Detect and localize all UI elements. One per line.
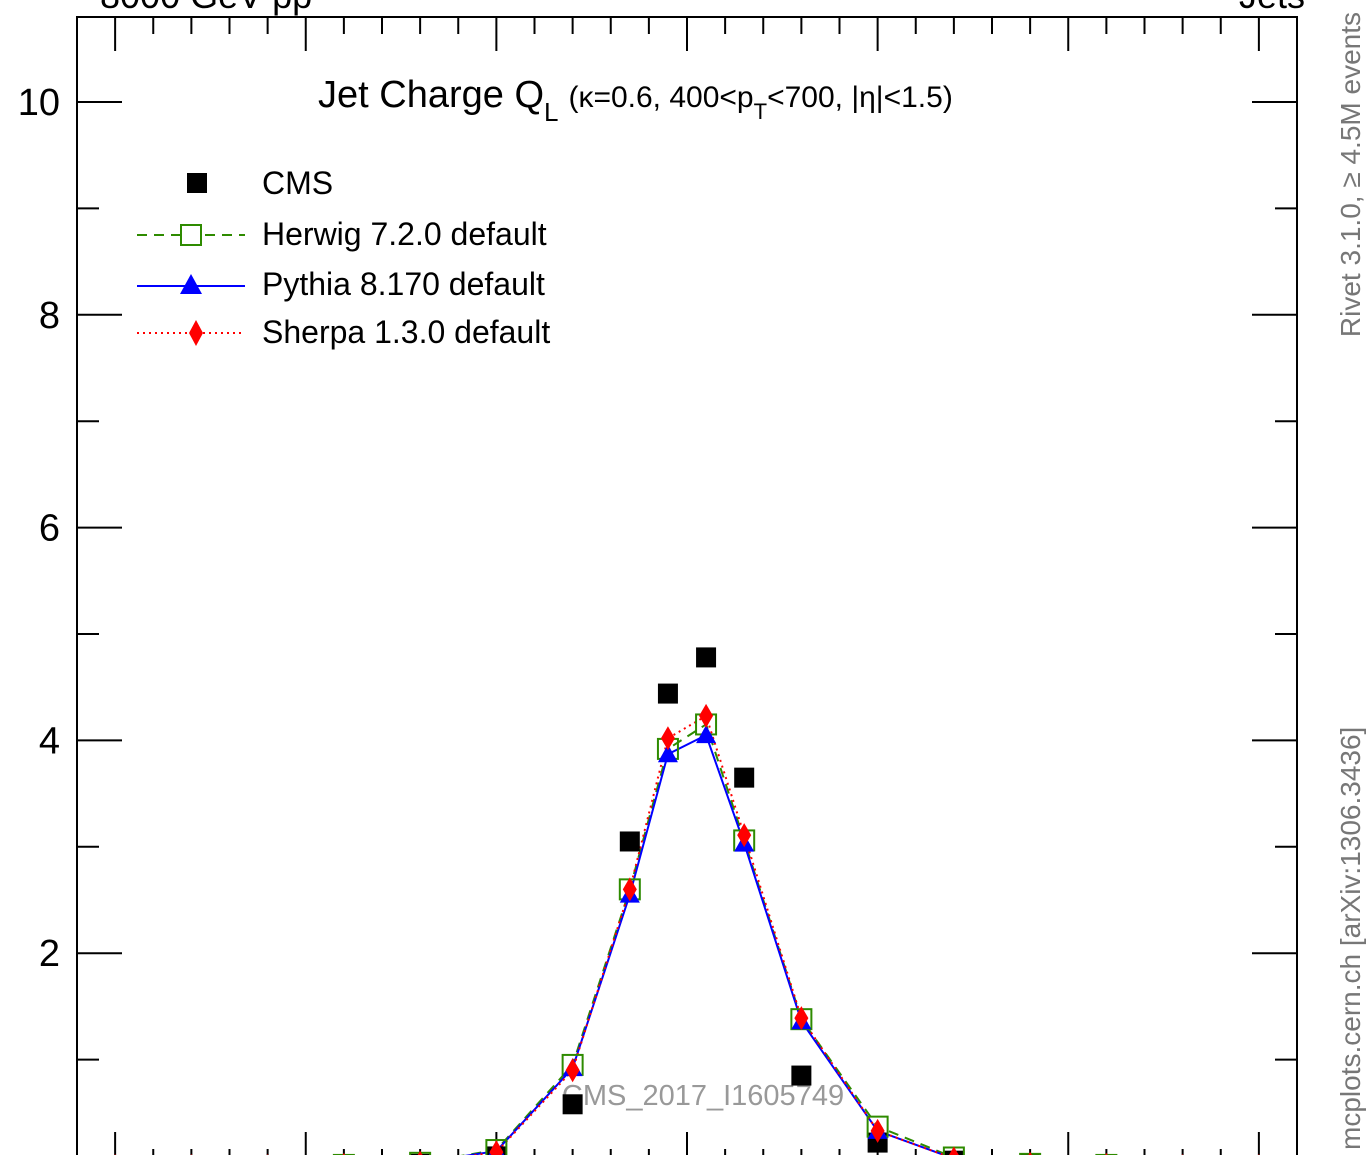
axis-ticks [77,17,1297,1155]
legend: CMS Herwig 7.2.0 default Pythia 8.170 de… [137,165,550,350]
marker-diamond [870,1118,885,1143]
legend-item-pythia: Pythia 8.170 default [137,266,545,302]
rivet-label: Rivet 3.1.0, ≥ 4.5M events [1335,12,1366,337]
marker-diamond [737,823,752,848]
title-cond-1: (κ=0.6, 400<p [568,81,753,114]
marker-square-filled [734,767,755,788]
y-tick-label: 4 [39,720,60,762]
plot-frame [76,16,1298,1155]
marker-diamond [660,726,675,751]
legend-item-sherpa: Sherpa 1.3.0 default [137,314,550,350]
legend-item-cms: CMS [187,165,333,201]
title-cond-2: <700, |η|<1.5) [767,81,953,114]
marker-diamond [342,1152,346,1155]
marker-diamond [489,1140,504,1155]
title-main: Jet Charge Q [318,74,544,116]
legend-label-sherpa: Sherpa 1.3.0 default [262,314,550,350]
series-markers [114,647,1260,1155]
marker-triangle [696,725,717,744]
marker-diamond [622,877,637,902]
legend-label-herwig: Herwig 7.2.0 default [262,216,547,252]
marker-diamond [417,1150,423,1155]
mcplots-label: mcplots.cern.ch [arXiv:1306.3436] [1335,727,1366,1150]
marker-diamond [565,1058,580,1083]
legend-item-herwig: Herwig 7.2.0 default [137,216,547,252]
y-tick-labels: 2 4 6 8 10 [18,82,60,975]
marker-square-open [485,1139,508,1155]
legend-swatch-sherpa [189,320,203,346]
marker-triangle [657,744,678,763]
series-line-2 [464,733,947,1155]
chart-title: Jet Charge QL (κ=0.6, 400<pT<700, |η|<1.5… [318,74,953,127]
legend-label-pythia: Pythia 8.170 default [262,266,545,302]
marker-square-filled [791,1065,812,1086]
y-tick-label: 10 [18,82,60,124]
marker-square-filled [696,647,717,668]
series-lines [460,714,951,1155]
y-tick-label: 8 [39,295,60,337]
y-tick-label: 2 [39,933,60,975]
header-left-cut: 8000 GeV pp [100,0,312,16]
marker-diamond [948,1146,959,1155]
title-sub: L [544,97,558,127]
header-right-cut: Jets [1239,0,1305,16]
marker-square-filled [562,1094,583,1115]
y-tick-label: 6 [39,508,60,550]
marker-diamond [1105,1152,1108,1155]
marker-diamond [699,703,714,728]
marker-diamond [1028,1151,1032,1155]
title-cond-sub: T [754,99,767,124]
marker-square-filled [657,683,678,704]
legend-swatch-pythia [180,274,202,294]
legend-label-cms: CMS [262,165,333,201]
marker-square-filled [619,831,640,852]
legend-swatch-cms [187,173,207,193]
marker-diamond [794,1006,809,1031]
legend-swatch-herwig [180,224,202,246]
